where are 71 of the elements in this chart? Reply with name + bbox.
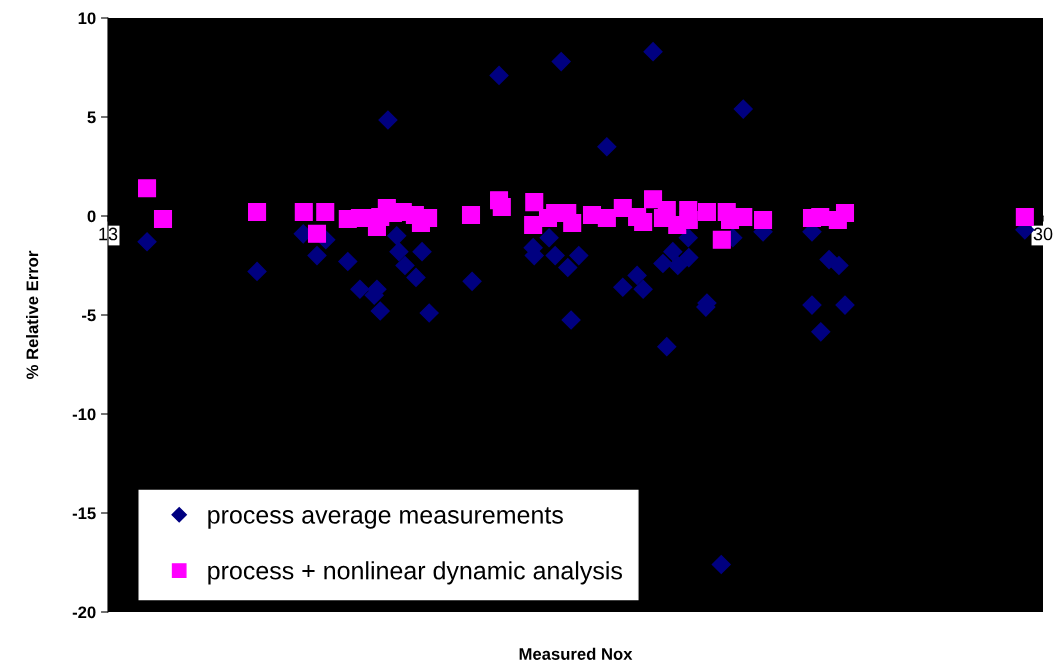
- point: [387, 226, 407, 246]
- y-tick-label: -5: [82, 309, 96, 322]
- point: [668, 255, 688, 276]
- point: [627, 265, 647, 285]
- y-tick-label: 0: [87, 210, 96, 223]
- x-tick-label: 30: [1033, 227, 1053, 241]
- point: [734, 207, 753, 227]
- point: [712, 230, 731, 249]
- point: [137, 232, 157, 252]
- point: [697, 203, 716, 222]
- point: [563, 213, 582, 232]
- point: [802, 295, 822, 315]
- y-axis-title: % Relative Error: [26, 250, 39, 379]
- point: [644, 190, 663, 209]
- point: [711, 554, 731, 575]
- point: [679, 210, 698, 229]
- y-tick-label: 5: [87, 111, 96, 124]
- point: [406, 267, 426, 287]
- x-axis-title: Measured Nox: [519, 647, 633, 660]
- point: [678, 228, 698, 248]
- point: [492, 198, 511, 217]
- point: [561, 310, 581, 330]
- point: [389, 242, 409, 262]
- point: [835, 295, 855, 315]
- point: [811, 207, 830, 227]
- y-tick-label: -15: [72, 507, 96, 520]
- point: [370, 301, 390, 321]
- point: [378, 110, 398, 130]
- point: [754, 210, 773, 229]
- point: [569, 246, 589, 266]
- point: [733, 99, 753, 119]
- point: [829, 255, 849, 276]
- point: [489, 65, 509, 85]
- point: [811, 322, 831, 342]
- point: [350, 279, 370, 299]
- y-tick-label: 10: [78, 12, 96, 25]
- point: [545, 246, 565, 266]
- point: [419, 303, 439, 323]
- point: [462, 271, 482, 291]
- point: [395, 255, 415, 276]
- point: [643, 42, 663, 62]
- point: [316, 203, 335, 222]
- point: [138, 179, 157, 198]
- point: [597, 208, 616, 228]
- point: [247, 261, 267, 281]
- point: [525, 193, 544, 212]
- point: [248, 203, 267, 222]
- point: [307, 246, 327, 266]
- y-tick-label: -10: [72, 408, 96, 421]
- point: [338, 252, 358, 272]
- point: [1015, 207, 1034, 227]
- point: [613, 277, 633, 297]
- point: [153, 209, 173, 228]
- point: [307, 224, 327, 243]
- point: [835, 204, 855, 223]
- point: [663, 242, 683, 262]
- point: [294, 203, 313, 222]
- point: [597, 137, 617, 157]
- point: [558, 257, 578, 278]
- legend-label: process + nonlinear dynamic analysis: [208, 561, 622, 585]
- point: [653, 253, 673, 274]
- point: [551, 52, 571, 72]
- point: [461, 205, 481, 225]
- point: [679, 248, 699, 268]
- point: [634, 212, 653, 231]
- point: [539, 228, 559, 248]
- point: [633, 279, 653, 299]
- y-tick-label: -20: [72, 606, 96, 619]
- point: [657, 337, 677, 357]
- legend-label: process average measurements: [208, 507, 563, 529]
- point: [412, 242, 432, 262]
